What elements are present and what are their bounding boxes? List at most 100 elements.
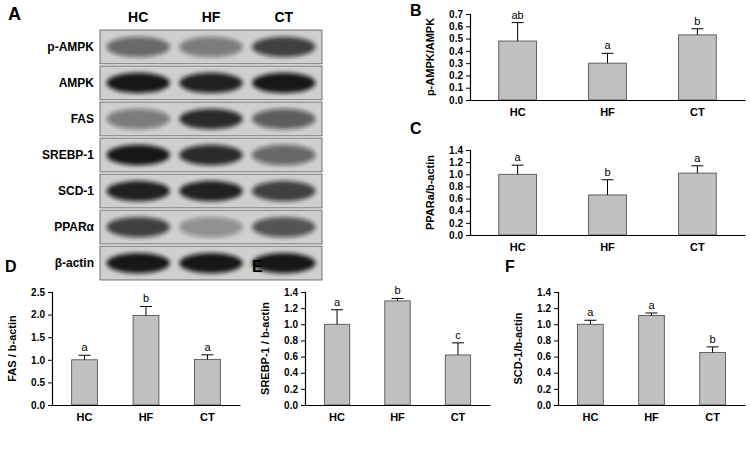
significance-letter: a	[587, 306, 594, 318]
blot-strip	[100, 66, 322, 100]
y-tick-label: 1.4	[537, 287, 551, 298]
blot-band	[252, 109, 316, 129]
blot-band	[179, 253, 243, 273]
error-bar	[140, 306, 152, 315]
y-tick: 1.2	[449, 157, 470, 168]
x-tick-label: CT	[451, 411, 466, 423]
error-bar	[691, 29, 703, 35]
x-tick-label: CT	[690, 241, 705, 253]
bar	[499, 41, 537, 100]
error-cap	[512, 22, 524, 23]
row-label: AMPK	[59, 76, 95, 90]
x-tick-label: HF	[600, 241, 615, 253]
blot-band	[252, 217, 316, 237]
x-tick: HF	[139, 411, 154, 423]
error-stem	[207, 355, 208, 360]
blot-band	[252, 37, 316, 57]
y-tick: 0.6	[537, 351, 558, 362]
error-bar	[691, 166, 703, 173]
y-tick-label: 0.0	[449, 230, 463, 241]
blot-row	[100, 246, 322, 280]
y-axis-line	[301, 293, 306, 406]
x-tick-label: HF	[600, 106, 615, 118]
error-cap	[584, 320, 596, 321]
panel-label: F	[505, 258, 515, 275]
y-tick-mark	[466, 75, 470, 76]
y-tick-label: 0.6	[449, 21, 463, 32]
y-tick: 0.3	[449, 58, 470, 69]
y-tick-label: 0.4	[537, 367, 551, 378]
plot-area	[499, 23, 716, 100]
y-tick-label: 1.0	[449, 169, 463, 180]
y-tick: 1.4	[284, 287, 305, 298]
y-tick: 0.0	[449, 95, 470, 106]
y-tick-mark	[48, 360, 52, 361]
y-axis: 0.00.51.01.52.02.5	[31, 287, 52, 411]
x-tick: HC	[582, 411, 598, 423]
y-tick-mark	[554, 389, 558, 390]
x-axis-line	[559, 405, 746, 406]
bar	[589, 63, 627, 100]
significance-letter: a	[81, 341, 88, 353]
y-tick-mark	[301, 405, 305, 406]
error-stem	[517, 23, 518, 41]
y-tick-label: 0.6	[284, 351, 298, 362]
x-tick-label: CT	[200, 411, 215, 423]
x-tick: CT	[200, 411, 215, 423]
y-tick: 2.0	[31, 309, 52, 320]
y-tick: 0.4	[284, 367, 305, 378]
error-cap	[691, 28, 703, 29]
y-tick: 0.2	[284, 384, 305, 395]
y-tick-mark	[301, 292, 305, 293]
error-cap	[646, 312, 658, 313]
y-axis-title: PPARa/b-actin	[424, 155, 436, 230]
y-tick-mark	[301, 373, 305, 374]
error-bar	[512, 165, 524, 174]
y-tick-label: 1.5	[31, 332, 45, 343]
significance-letter: b	[604, 166, 610, 178]
error-bar	[512, 23, 524, 41]
y-tick-label: 0.0	[537, 400, 551, 411]
panel-label: C	[410, 120, 422, 137]
error-stem	[517, 165, 518, 174]
figure: AHCHFCTp-AMPKAMPKFASSREBP-1SCD-1PPARαβ-a…	[0, 0, 750, 475]
bar	[499, 174, 537, 235]
y-tick-label: 0.4	[449, 205, 463, 216]
y-tick: 0.0	[31, 400, 52, 411]
y-tick: 0.6	[284, 351, 305, 362]
y-tick-label: 0.1	[449, 82, 463, 93]
bar	[678, 173, 716, 235]
y-tick: 1.4	[449, 145, 470, 156]
y-tick-mark	[466, 100, 470, 101]
y-tick: 1.0	[449, 169, 470, 180]
y-tick-mark	[466, 88, 470, 89]
y-tick-mark	[466, 150, 470, 151]
blot-strip	[100, 246, 322, 280]
bar	[195, 359, 221, 405]
blot-band	[179, 145, 243, 165]
error-bar	[646, 313, 658, 315]
lane-label: HC	[128, 9, 148, 25]
y-tick-label: 0.4	[449, 46, 463, 57]
y-tick-label: 0.8	[449, 181, 463, 192]
y-axis-title: FAS / b-actin	[6, 315, 18, 382]
blot-band	[106, 37, 170, 57]
y-tick: 1.2	[284, 303, 305, 314]
error-bar	[79, 355, 91, 360]
blot-band	[252, 181, 316, 201]
bar	[72, 360, 98, 405]
error-stem	[697, 166, 698, 173]
x-axis-line	[306, 405, 491, 406]
blot-band	[106, 109, 170, 129]
y-tick: 0.0	[537, 400, 558, 411]
blot-row	[100, 210, 322, 244]
bar-panel: E0.00.20.40.60.81.01.21.4HCHFCTSREBP-1 /…	[252, 258, 491, 423]
significance-letter: c	[455, 329, 461, 341]
x-tick-label: CT	[705, 411, 720, 423]
y-tick-mark	[554, 340, 558, 341]
plot-area	[324, 298, 470, 405]
y-tick-mark	[301, 340, 305, 341]
y-tick-mark	[466, 223, 470, 224]
x-tick: CT	[690, 106, 705, 118]
y-tick-label: 1.0	[31, 355, 45, 366]
